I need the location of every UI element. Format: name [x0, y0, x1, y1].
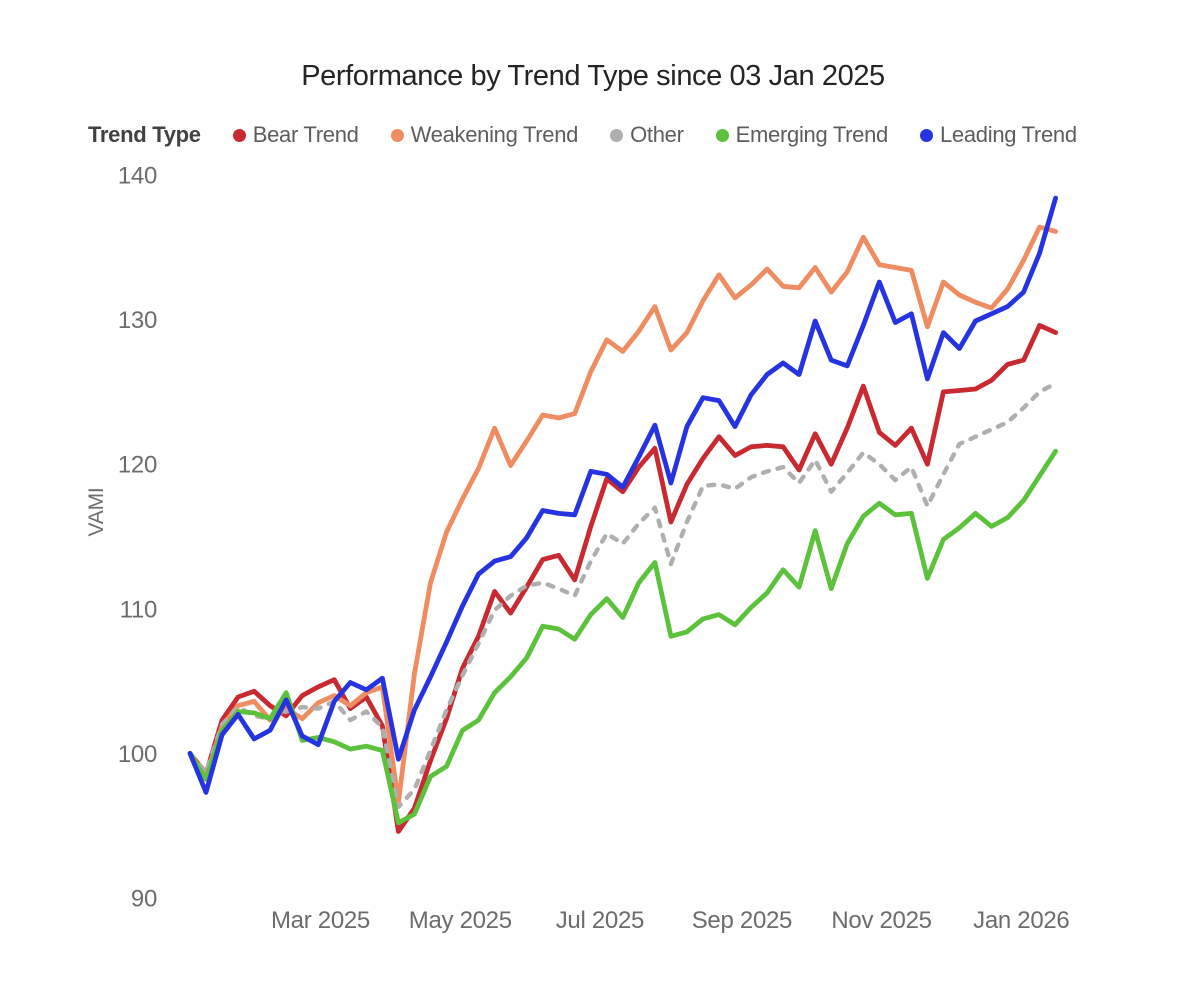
- series-line-bear-trend[interactable]: [187, 322, 1058, 834]
- x-tick-label-jul-2025: Jul 2025: [556, 907, 644, 934]
- y-tick-label-130: 130: [118, 307, 157, 334]
- legend-dot-leading-trend-icon: [919, 128, 933, 142]
- y-tick-label-120: 120: [118, 452, 157, 479]
- y-tick-label-100: 100: [118, 741, 157, 768]
- legend: Trend Type Bear Trend Weakening Trend Othe…: [88, 122, 1077, 148]
- legend-dot-other-icon: [610, 128, 624, 142]
- series-line-leading-trend[interactable]: [187, 195, 1058, 795]
- legend-title: Trend Type: [88, 122, 201, 147]
- legend-dot-weakening-trend-icon: [390, 128, 404, 142]
- legend-label-bear-trend: Bear Trend: [252, 122, 359, 147]
- legend-item-weakening-trend[interactable]: Weakening Trend: [390, 122, 579, 148]
- chart-title: Performance by Trend Type since 03 Jan 2…: [301, 60, 885, 92]
- x-tick-label-mar-2025: Mar 2025: [271, 907, 370, 934]
- series-line-weakening-trend[interactable]: [187, 224, 1058, 805]
- y-tick-label-140: 140: [118, 163, 157, 190]
- legend-item-bear-trend[interactable]: Bear Trend: [232, 122, 359, 148]
- legend-item-list: Bear Trend Weakening Trend Other Emerging T…: [232, 122, 1077, 148]
- legend-item-leading-trend[interactable]: Leading Trend: [919, 122, 1077, 148]
- legend-item-emerging-trend[interactable]: Emerging Trend: [715, 122, 889, 148]
- legend-label-weakening-trend: Weakening Trend: [410, 122, 579, 147]
- series-line-emerging-trend[interactable]: [187, 448, 1058, 826]
- y-tick-label-90: 90: [131, 886, 157, 913]
- x-tick-label-nov-2025: Nov 2025: [831, 907, 931, 934]
- x-tick-label-jan-2026: Jan 2026: [973, 907, 1069, 934]
- y-tick-label-110: 110: [120, 596, 157, 623]
- x-tick-label-sep-2025: Sep 2025: [692, 907, 792, 934]
- legend-dot-bear-trend-icon: [232, 128, 246, 142]
- legend-label-emerging-trend: Emerging Trend: [735, 122, 889, 147]
- legend-label-leading-trend: Leading Trend: [939, 122, 1077, 147]
- x-tick-label-may-2025: May 2025: [409, 907, 512, 934]
- legend-item-other[interactable]: Other: [610, 122, 684, 148]
- legend-label-other: Other: [630, 122, 684, 147]
- legend-dot-emerging-trend-icon: [715, 128, 729, 142]
